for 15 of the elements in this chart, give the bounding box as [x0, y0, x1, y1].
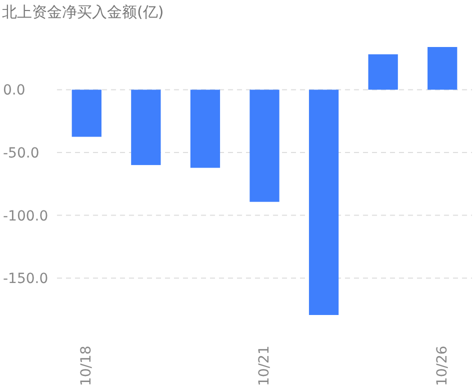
- bar: [308, 90, 339, 315]
- bar: [72, 90, 102, 137]
- x-tick-label: 10/21: [256, 346, 272, 386]
- y-tick-label: 0.0: [3, 82, 26, 99]
- bar: [190, 90, 220, 168]
- bar: [368, 54, 398, 90]
- bar: [250, 90, 280, 202]
- y-tick-label: -100.0: [3, 208, 48, 224]
- x-tick-label: 10/18: [78, 346, 95, 386]
- x-tick-label: 10/26: [434, 346, 450, 386]
- bar: [428, 47, 458, 90]
- bar: [131, 90, 161, 166]
- chart-title: 北上资金净买入金额(亿): [2, 3, 164, 21]
- y-tick-label: -50.0: [3, 145, 40, 162]
- y-tick-label: -150.0: [3, 271, 48, 288]
